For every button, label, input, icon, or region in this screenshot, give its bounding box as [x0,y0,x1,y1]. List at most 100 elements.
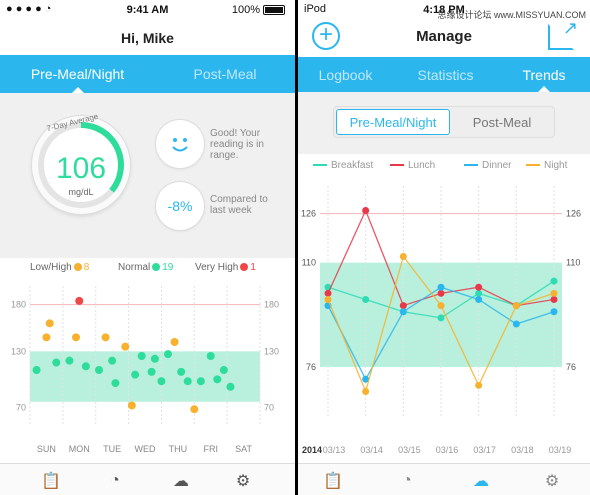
speedometer-icon[interactable]: ◔ [110,472,120,489]
legend-night: Night [526,160,567,171]
tab-trends[interactable]: Trends [498,57,590,92]
add-icon[interactable]: + [312,22,340,50]
share-arrow-icon: ↗ [562,18,578,38]
battery-icon [263,5,285,16]
x-tick-label: SUN [37,444,56,454]
y-tick-label-right: 110 [566,258,580,268]
reading-point [157,377,166,386]
series-point [399,302,407,310]
reading-point [81,362,90,371]
series-point [437,314,445,322]
segment-pre-meal[interactable]: Pre-Meal/Night [336,109,450,135]
weekly-scatter-chart: 180 180 130 130 70 70 SUN MON TUE WED THU FRI SAT [11,286,279,454]
watermark: 思缘设计论坛 www.MISSYUAN.COM [437,10,586,20]
y-tick-label-right: 126 [566,209,581,219]
page-title: Manage [416,28,472,45]
meal-tabs: Pre-Meal/Night Post-Meal [0,55,295,93]
series-point [437,289,445,297]
x-tick-label: 03/15 [398,445,421,455]
carrier-label: iPod [304,3,327,15]
smiley-icon [156,120,204,168]
x-tick-label: 03/13 [323,445,346,455]
series-point [475,381,483,389]
tab-statistics[interactable]: Statistics [417,66,474,83]
reading-point [190,405,199,414]
wifi-icon: ● ● ● ● ◔ [6,3,52,15]
series-point [550,277,558,285]
series-point [362,295,370,303]
x-tick-label: FRI [203,444,218,454]
series-point [362,375,370,383]
reading-point [65,356,74,365]
series-point [437,283,445,291]
reading-point [52,358,61,367]
clipboard-icon[interactable]: 📋 [41,473,61,490]
right-phone-screen: iPod 4:18 PM 思缘设计论坛 www.MISSYUAN.COM + M… [298,0,590,495]
series-point [512,320,520,328]
series-point [399,308,407,316]
clipboard-icon[interactable]: 📋 [323,473,343,490]
x-tick-label: 03/17 [473,445,496,455]
x-tick-label: 03/19 [549,445,572,455]
y-tick-label-right: 180 [264,300,279,310]
reading-point [177,367,186,376]
comparison-message: Compared to last week [210,194,268,216]
share-icon[interactable] [548,24,574,50]
y-tick-label-left: 110 [302,258,316,268]
gear-icon[interactable]: ⚙ [235,473,251,490]
speedometer-icon[interactable]: ◔ [402,472,412,489]
series-point [362,207,370,215]
reading-point [196,377,205,386]
series-point [362,387,370,395]
x-tick-label: MON [69,444,90,454]
legend-very-high: Very High 1 [195,262,256,273]
x-tick-label: 03/18 [511,445,534,455]
y-tick-label-right: 130 [264,346,279,356]
cloud-sync-icon[interactable]: ☁ [473,473,489,490]
y-tick-label-left: 126 [301,209,316,219]
left-phone-screen: ● ● ● ● ◔ 9:41 AM 100% Hi, Mike Pre-Meal… [0,0,295,495]
status-time: 4:18 PM [423,4,465,16]
year-label: 2014 [302,445,322,455]
average-value: 106 [55,152,107,185]
reading-point [147,367,156,376]
weekly-change-value: -8% [167,198,193,214]
reading-point [183,377,192,386]
y-tick-label-left: 130 [11,346,26,356]
series-point [550,308,558,316]
reading-point [219,366,228,374]
reading-point [164,350,172,359]
series-point [550,289,558,297]
reading-point [226,382,235,391]
gear-icon[interactable]: ⚙ [544,473,560,490]
reading-point [213,375,222,384]
weekly-change-circle: -8% [156,182,204,230]
reading-point [32,366,41,374]
legend-breakfast: Breakfast [313,160,373,171]
series-point [475,295,483,303]
series-point [475,289,483,297]
legend-normal: Normal 19 [118,262,174,273]
tab-logbook[interactable]: Logbook [318,66,373,83]
reading-point [42,333,51,342]
reading-point [127,401,136,410]
x-tick-label: 03/16 [436,445,459,455]
reading-point [45,319,54,328]
y-tick-label-right: 70 [264,402,274,412]
x-tick-label: TUE [103,444,121,454]
series-point [399,253,407,261]
series-point [475,283,483,291]
page-title: Hi, Mike [121,30,174,46]
average-unit: mg/dL [68,187,94,197]
y-tick-label-left: 180 [11,300,26,310]
segment-post-meal[interactable]: Post-Meal [472,114,532,130]
series-point [512,302,520,310]
reading-point [75,296,84,305]
tab-post-meal[interactable]: Post-Meal [193,66,257,82]
status-bar: ● ● ● ● ◔ 9:41 AM 100% [0,0,295,20]
reading-point [72,333,80,342]
cloud-sync-icon[interactable]: ☁ [173,473,189,490]
range-message: Good! Your reading is in range. [210,128,264,161]
tab-pre-meal[interactable]: Pre-Meal/Night [0,55,155,93]
target-range-band [30,351,260,402]
